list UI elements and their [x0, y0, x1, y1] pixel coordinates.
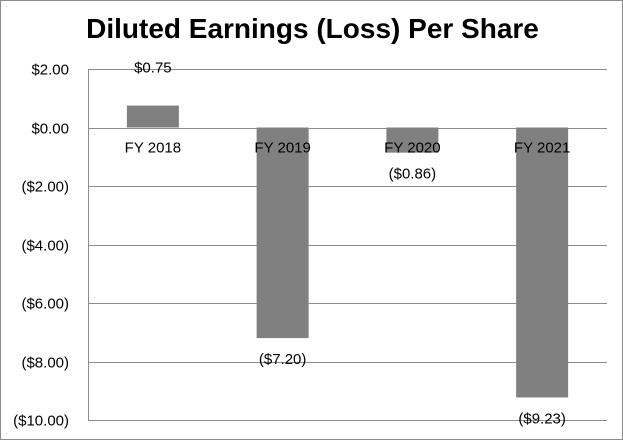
- x-tick-label: FY 2018: [125, 140, 181, 157]
- y-tick-label: $2.00: [31, 62, 69, 79]
- y-tick-label: $0.00: [31, 121, 69, 138]
- chart-plot: $2.00 $0.00 ($2.00) ($4.00) ($6.00) ($8.00) ($…: [1, 1, 622, 439]
- x-tick-label: FY 2020: [384, 140, 440, 157]
- data-label: ($9.23): [518, 410, 566, 427]
- bar: [257, 128, 309, 339]
- y-tick-label: ($10.00): [13, 413, 69, 430]
- y-tick-label: ($8.00): [21, 355, 69, 372]
- bar: [516, 128, 568, 398]
- x-tick-label: FY 2019: [254, 140, 310, 157]
- data-label: $0.75: [134, 60, 172, 77]
- y-tick-label: ($6.00): [21, 296, 69, 313]
- data-label: ($0.86): [389, 166, 437, 183]
- bar: [127, 106, 179, 128]
- y-tick-label: ($4.00): [21, 238, 69, 255]
- data-label: ($7.20): [259, 351, 307, 368]
- chart-frame: Diluted Earnings (Loss) Per Share $2.00 $…: [0, 0, 623, 440]
- y-tick-label: ($2.00): [21, 179, 69, 196]
- x-tick-label: FY 2021: [514, 140, 570, 157]
